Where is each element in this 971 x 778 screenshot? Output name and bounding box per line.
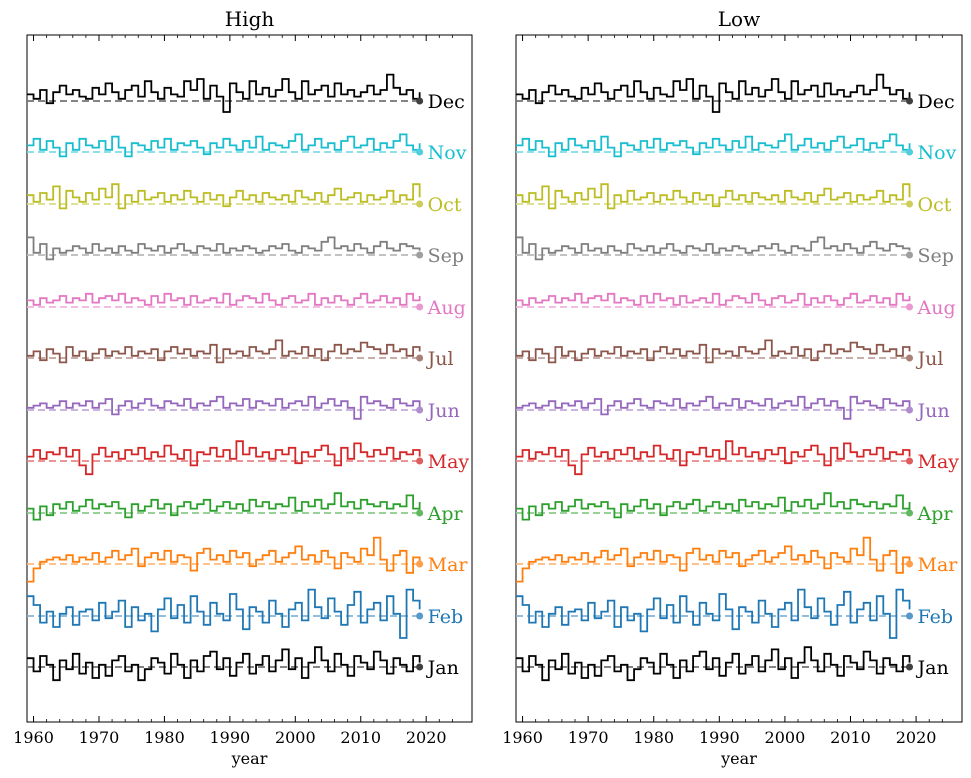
series-mar-line <box>27 536 421 583</box>
series-apr-line <box>516 492 911 521</box>
panel-high: High 1960 1970 1980 1990 2000 2010 2020 year Jan F… <box>13 7 473 768</box>
x-axis-label: year <box>231 749 268 768</box>
series-oct-end-marker <box>416 200 424 208</box>
x-tick-label: 1990 <box>699 728 740 747</box>
series-nov-line <box>516 133 911 158</box>
plot-frame <box>515 34 963 723</box>
series-mar-line <box>516 536 911 583</box>
series-feb-line <box>27 588 421 639</box>
series-may-line <box>27 440 421 476</box>
series-jul-line <box>27 339 421 364</box>
series-dec-line <box>516 73 911 113</box>
series-dec-line <box>27 73 421 113</box>
panel-low: Low 1960 1970 1980 1990 2000 2010 2020 year Jan Fe… <box>502 7 963 768</box>
x-tick-label: 1990 <box>210 728 251 747</box>
series-may-label: May <box>428 451 470 473</box>
series-jun-label: Jun <box>426 400 460 422</box>
series-sep-label: Sep <box>918 245 954 267</box>
panel-title: High <box>225 7 275 31</box>
series-jul-label: Jul <box>916 348 944 370</box>
series-aug-line <box>27 292 421 306</box>
series-apr-end-marker <box>906 509 914 517</box>
series-feb-end-marker <box>906 612 914 620</box>
series-sep-end-marker <box>906 251 914 259</box>
series-dec-end-marker <box>416 97 424 105</box>
series-mar-label: Mar <box>918 554 959 576</box>
series-jan-line <box>516 646 911 682</box>
series-nov-label: Nov <box>428 142 467 164</box>
series-may-end-marker <box>906 457 914 465</box>
series-feb-line <box>516 588 911 639</box>
series-jun-line <box>516 395 911 420</box>
series-jul-end-marker <box>906 354 914 362</box>
series-aug-line <box>516 292 911 306</box>
series-sep-line <box>27 236 421 261</box>
series-jan-label: Jan <box>916 657 949 679</box>
series-jun-end-marker <box>906 406 914 414</box>
x-tick-label: 2000 <box>275 728 316 747</box>
series-aug-label: Aug <box>917 297 956 319</box>
series-dec-label: Dec <box>918 91 955 113</box>
series-jan-end-marker <box>416 663 424 671</box>
series-may-label: May <box>918 451 960 473</box>
series-jan-end-marker <box>906 663 914 671</box>
series-nov-line <box>27 133 421 158</box>
series-jun-line <box>27 395 421 420</box>
x-tick-label: 2020 <box>406 728 447 747</box>
series-aug-end-marker <box>906 303 914 311</box>
series-aug-label: Aug <box>427 297 466 319</box>
x-tick-label: 1980 <box>633 728 674 747</box>
series-sep-line <box>516 236 911 261</box>
series-apr-line <box>27 492 421 521</box>
x-tick-label: 1960 <box>13 728 54 747</box>
series-may-end-marker <box>416 457 424 465</box>
series-apr-label: Apr <box>917 503 954 525</box>
panel-title: Low <box>718 7 760 31</box>
series-jan-label: Jan <box>426 657 459 679</box>
series-jul-label: Jul <box>426 348 454 370</box>
series-mar-end-marker <box>906 560 914 568</box>
series-jul-end-marker <box>416 354 424 362</box>
series-oct-label: Oct <box>428 194 462 216</box>
series-mar-label: Mar <box>428 554 469 576</box>
x-tick-label: 2000 <box>765 728 806 747</box>
series-jul-line <box>516 339 911 364</box>
series-oct-line <box>27 183 421 210</box>
x-tick-label: 1980 <box>144 728 185 747</box>
series-dec-end-marker <box>906 97 914 105</box>
x-tick-label: 2010 <box>340 728 381 747</box>
series-nov-end-marker <box>416 148 424 156</box>
series-mar-end-marker <box>416 560 424 568</box>
series-oct-label: Oct <box>918 194 952 216</box>
x-tick-label: 1960 <box>502 728 543 747</box>
series-apr-label: Apr <box>427 503 464 525</box>
series-may-line <box>516 440 911 476</box>
plot-frame <box>26 34 473 723</box>
x-tick-label: 2020 <box>896 728 937 747</box>
series-sep-label: Sep <box>428 245 464 267</box>
series-jun-end-marker <box>416 406 424 414</box>
series-feb-label: Feb <box>918 606 954 628</box>
series-dec-label: Dec <box>428 91 465 113</box>
x-tick-label: 2010 <box>830 728 871 747</box>
series-sep-end-marker <box>416 251 424 259</box>
series-feb-end-marker <box>416 612 424 620</box>
series-oct-end-marker <box>906 200 914 208</box>
series-oct-line <box>516 183 911 210</box>
series-apr-end-marker <box>416 509 424 517</box>
series-jan-line <box>27 646 421 682</box>
series-jun-label: Jun <box>916 400 950 422</box>
series-feb-label: Feb <box>428 606 464 628</box>
x-tick-label: 1970 <box>79 728 120 747</box>
series-nov-end-marker <box>906 148 914 156</box>
series-aug-end-marker <box>416 303 424 311</box>
x-axis-label: year <box>720 749 757 768</box>
series-nov-label: Nov <box>918 142 957 164</box>
x-tick-label: 1970 <box>568 728 609 747</box>
